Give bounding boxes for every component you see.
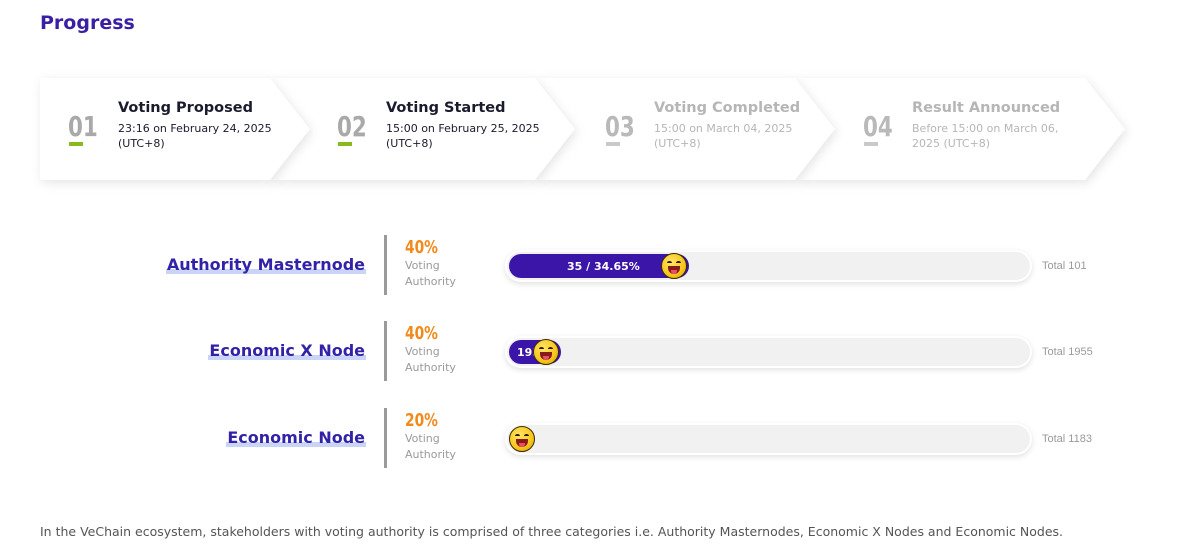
step-result-announced: 04 Result Announced Before 15:00 on Marc… [795,78,1125,180]
divider [384,321,387,381]
step-number: 03 [605,110,635,143]
step-title: Voting Proposed [118,100,253,116]
page-title: Progress [40,12,135,34]
step-voting-completed: 03 Voting Completed 15:00 on March 04, 2… [535,78,835,180]
progress-track: 195 / 9 [505,336,1032,368]
threshold-label: Voting Authority [405,345,456,374]
laughing-face-icon [661,253,687,279]
progress-track [505,423,1032,455]
threshold-label: Voting Authority [405,432,456,461]
progress-track: 35 / 34.65% [505,250,1032,282]
category-label: Authority Masternode [165,255,366,274]
category-label: Economic X Node [208,341,366,360]
threshold: 40% Voting Authority [405,237,465,290]
divider [384,408,387,468]
threshold-percent: 40% [405,323,438,344]
step-voting-proposed: 01 Voting Proposed 23:16 on February 24,… [40,78,310,180]
total-count: Total 1183 [1042,433,1092,445]
step-date: 15:00 on February 25, 2025 (UTC+8) [386,122,540,150]
category-label: Economic Node [226,428,366,447]
step-indicator-bar [338,142,352,146]
step-title: Voting Started [386,100,506,116]
vote-row-economic-x-node: Economic X Node 40% Voting Authority 195… [0,321,1200,381]
progress-text: 35 / 34.65% [567,260,640,273]
progress-steps: 01 Voting Proposed 23:16 on February 24,… [40,78,1130,180]
step-date: 15:00 on March 04, 2025 (UTC+8) [654,122,793,150]
threshold-label: Voting Authority [405,259,456,288]
laughing-face-icon [533,339,559,365]
footnote: In the VeChain ecosystem, stakeholders w… [40,524,1064,539]
step-date: Before 15:00 on March 06, 2025 (UTC+8) [912,122,1059,150]
step-indicator-bar [864,142,878,146]
step-indicator-bar [69,142,83,146]
step-title: Result Announced [912,100,1061,116]
total-count: Total 101 [1042,260,1087,272]
threshold: 40% Voting Authority [405,323,465,376]
total-count: Total 1955 [1042,346,1093,358]
step-voting-started: 02 Voting Started 15:00 on February 25, … [270,78,575,180]
laughing-face-icon [509,426,535,452]
step-number: 04 [863,110,893,143]
step-number: 01 [68,110,98,143]
step-date: 23:16 on February 24, 2025 (UTC+8) [118,122,272,150]
step-number: 02 [337,110,367,143]
progress-fill [509,254,689,278]
step-title: Voting Completed [654,100,801,116]
threshold-percent: 40% [405,237,438,258]
threshold-percent: 20% [405,410,438,431]
threshold: 20% Voting Authority [405,410,465,463]
step-indicator-bar [606,142,620,146]
vote-row-economic-node: Economic Node 20% Voting Authority Total… [0,408,1200,468]
divider [384,235,387,295]
vote-row-authority-masternode: Authority Masternode 40% Voting Authorit… [0,235,1200,295]
